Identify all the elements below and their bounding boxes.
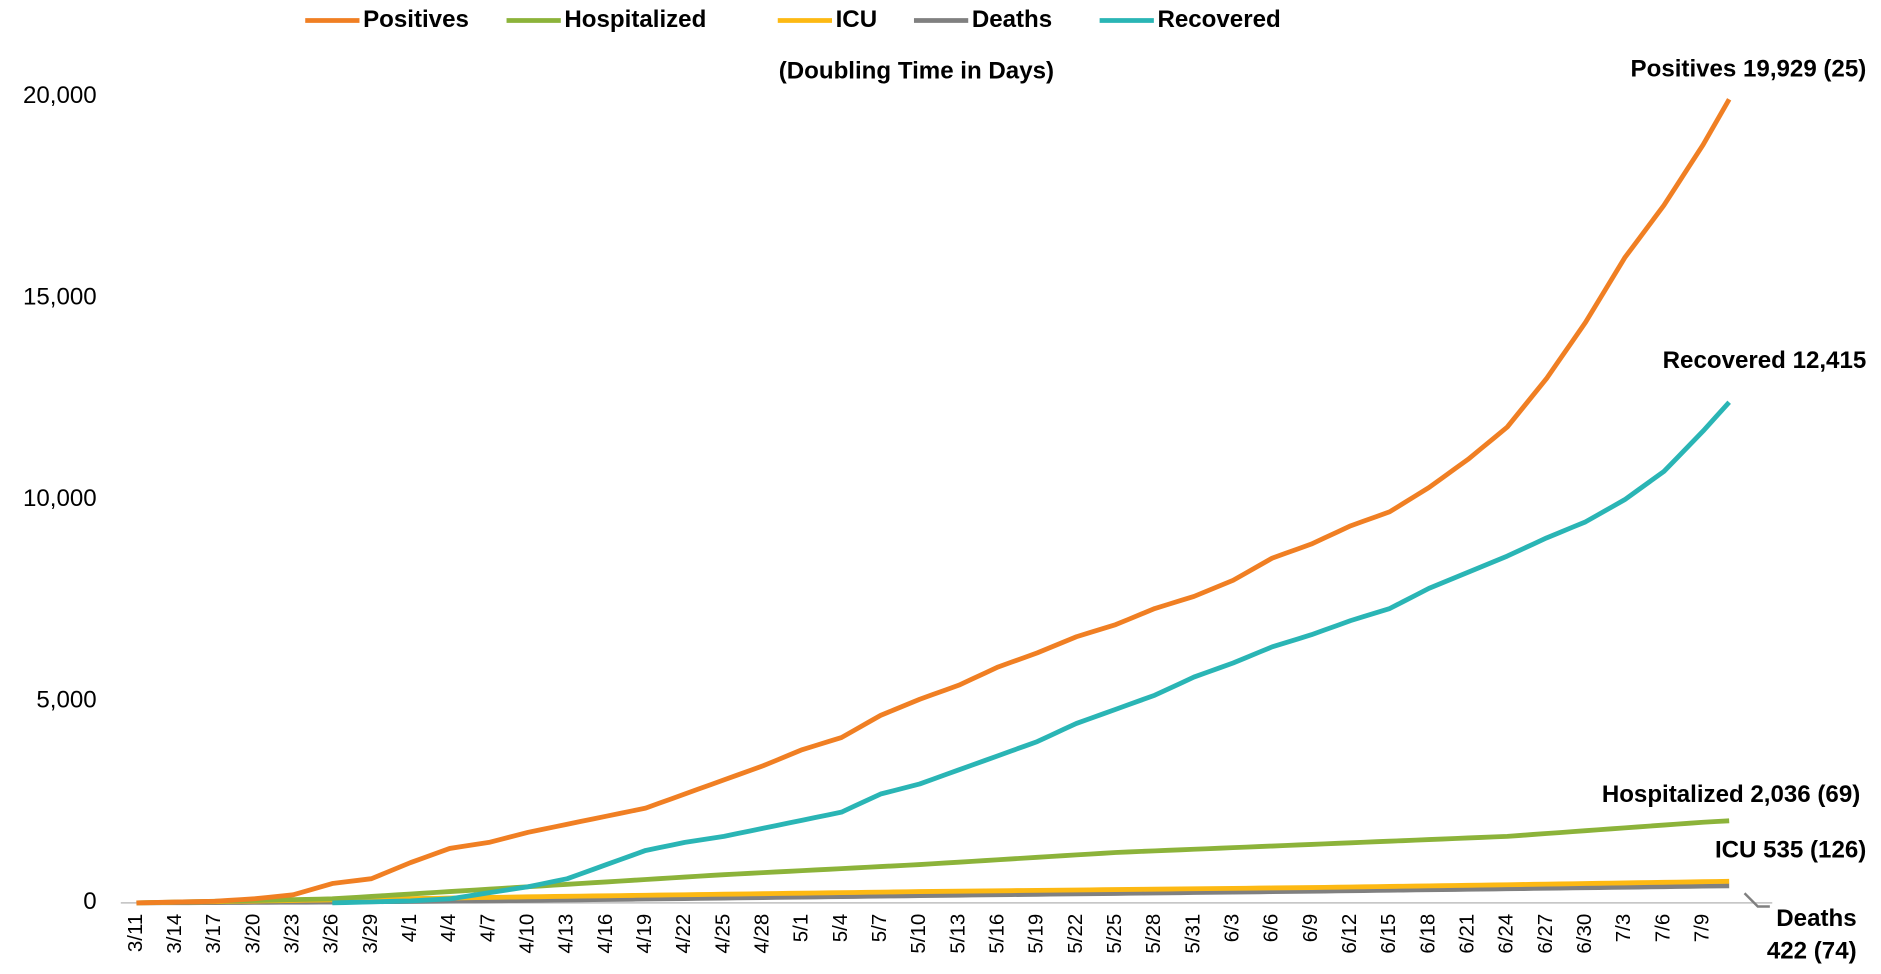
x-tick-label: 5/28 — [1142, 914, 1165, 954]
x-tick-label: 4/28 — [751, 914, 774, 954]
x-tick-label: 3/23 — [281, 914, 304, 954]
x-tick-label: 6/30 — [1573, 914, 1596, 954]
x-tick-label: 5/31 — [1181, 914, 1204, 954]
x-tick-label: 6/15 — [1377, 914, 1400, 954]
x-tick-label: 4/1 — [398, 914, 421, 942]
x-tick-label: 3/14 — [163, 914, 186, 954]
legend-label: Hospitalized — [564, 6, 706, 33]
legend-label: Deaths — [972, 6, 1052, 33]
legend-label: Recovered — [1157, 6, 1280, 33]
x-tick-label: 5/13 — [946, 914, 969, 954]
x-tick-label: 7/9 — [1690, 914, 1713, 942]
x-tick-label: 6/3 — [1220, 914, 1243, 942]
series-line — [136, 98, 1732, 906]
x-tick-label: 5/16 — [986, 914, 1009, 954]
legend-label: ICU — [836, 6, 878, 33]
x-tick-label: 4/10 — [516, 914, 539, 954]
annotation: Deaths — [1776, 905, 1856, 932]
x-tick-label: 5/10 — [907, 914, 930, 954]
annotation: ICU 535 (126) — [1715, 836, 1866, 863]
annotation: 422 (74) — [1767, 938, 1857, 965]
x-tick-label: 6/21 — [1455, 914, 1478, 954]
y-tick-label: 5,000 — [36, 687, 96, 714]
annotation-connector — [1743, 892, 1770, 908]
series-line — [136, 818, 1730, 906]
y-tick-label: 20,000 — [23, 82, 97, 109]
x-tick-label: 4/13 — [555, 914, 578, 954]
chart-subtitle: (Doubling Time in Days) — [779, 58, 1054, 85]
x-tick-label: 6/18 — [1416, 914, 1439, 954]
legend-label: Positives — [363, 6, 469, 33]
y-tick-label: 15,000 — [23, 283, 97, 310]
y-tick-label: 10,000 — [23, 485, 97, 512]
annotation: Hospitalized 2,036 (69) — [1602, 781, 1860, 808]
x-tick-label: 5/7 — [868, 914, 891, 942]
y-tick-label: 0 — [83, 888, 96, 915]
x-tick-label: 3/17 — [202, 914, 225, 954]
x-tick-label: 5/19 — [1025, 914, 1048, 954]
x-tick-label: 5/25 — [1103, 914, 1126, 954]
x-tick-label: 4/25 — [711, 914, 734, 954]
x-tick-label: 5/22 — [1064, 914, 1087, 954]
x-tick-label: 3/20 — [241, 914, 264, 954]
x-tick-label: 7/6 — [1651, 914, 1674, 942]
x-tick-label: 6/12 — [1338, 914, 1361, 954]
x-tick-label: 3/29 — [359, 914, 382, 954]
x-tick-label: 6/6 — [1260, 914, 1283, 942]
annotation: Recovered 12,415 — [1663, 347, 1867, 374]
x-tick-label: 6/27 — [1534, 914, 1557, 954]
x-tick-label: 4/7 — [476, 914, 499, 942]
series-line — [332, 400, 1731, 906]
x-tick-label: 4/22 — [672, 914, 695, 954]
x-tick-label: 4/19 — [633, 914, 656, 954]
annotation: Positives 19,929 (25) — [1631, 55, 1867, 82]
x-tick-label: 6/9 — [1299, 914, 1322, 942]
x-tick-label: 7/3 — [1612, 914, 1635, 942]
x-tick-label: 6/24 — [1495, 914, 1518, 954]
x-tick-label: 3/11 — [124, 914, 147, 952]
x-tick-label: 3/26 — [320, 914, 343, 954]
x-tick-label: 4/16 — [594, 914, 617, 954]
x-tick-label: 4/4 — [437, 914, 460, 942]
x-tick-label: 5/1 — [790, 914, 813, 942]
x-tick-label: 5/4 — [829, 914, 852, 942]
